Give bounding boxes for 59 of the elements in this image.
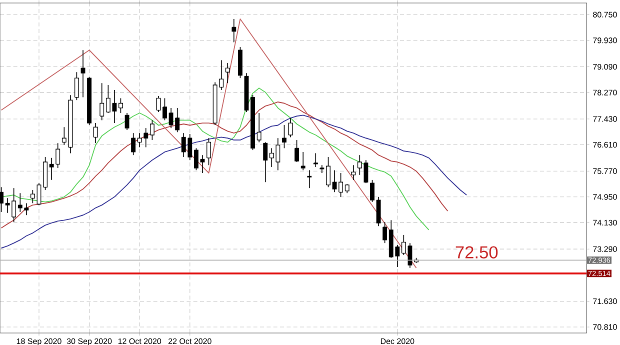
candlestick xyxy=(225,62,230,84)
y-tick-label: 74.950 xyxy=(593,194,617,200)
x-tick-label: 22 Oct 2020 xyxy=(168,338,212,344)
candlestick xyxy=(56,142,60,168)
candlestick xyxy=(74,72,79,101)
candlestick xyxy=(49,158,54,180)
candlestick xyxy=(300,152,306,171)
candlestick xyxy=(263,142,268,183)
candlestick xyxy=(357,154,362,176)
candlestick xyxy=(256,112,262,143)
candlestick xyxy=(200,154,205,174)
y-tick-label: 79.090 xyxy=(593,64,617,70)
candlestick xyxy=(118,98,123,114)
candlestick xyxy=(294,140,300,162)
candlestick xyxy=(0,186,4,212)
y-tick-label: 78.270 xyxy=(593,90,617,96)
y-tick-label: 74.130 xyxy=(593,220,617,226)
line-series xyxy=(0,18,417,268)
candlestick xyxy=(80,50,86,98)
candlestick xyxy=(376,196,381,227)
y-tick-label: 71.630 xyxy=(593,298,617,304)
candlestick xyxy=(156,96,161,112)
candlestick xyxy=(150,120,154,140)
candlestick xyxy=(401,234,406,256)
candlestick xyxy=(338,172,344,198)
y-tick-label: 80.750 xyxy=(593,12,617,18)
annotation: 72.50 xyxy=(456,246,498,258)
candlestick xyxy=(282,124,286,149)
candlestick xyxy=(24,202,29,216)
candlestick xyxy=(326,156,330,188)
y-tick-label: 77.430 xyxy=(593,116,617,122)
candlestick xyxy=(124,112,130,130)
candlestick xyxy=(320,164,324,174)
candlestick xyxy=(232,18,236,43)
candlestick xyxy=(332,170,337,193)
candlestick xyxy=(100,82,104,121)
candlestick xyxy=(364,160,368,184)
candlestick xyxy=(162,98,167,121)
candlestick xyxy=(313,152,318,168)
candlestick xyxy=(344,184,350,194)
candlestick xyxy=(36,182,42,206)
candlestick xyxy=(18,192,22,212)
y-tick-label: 76.610 xyxy=(593,142,617,148)
candlestick xyxy=(206,138,211,166)
y-tick-label: 75.770 xyxy=(593,168,617,174)
x-tick-label: 12 Oct 2020 xyxy=(118,338,162,344)
y-tick-label: 73.290 xyxy=(593,246,617,252)
y-tick-label: 79.930 xyxy=(593,38,617,44)
candlestick xyxy=(351,164,356,180)
candlestick xyxy=(307,170,312,189)
candlestick xyxy=(30,190,35,204)
candlestick xyxy=(382,222,388,244)
candlestick xyxy=(370,180,374,202)
candlestick xyxy=(93,122,98,144)
y-tick-label: 70.810 xyxy=(593,324,617,330)
candlestick xyxy=(288,118,293,138)
candlestick xyxy=(194,148,198,171)
x-tick-label: Dec 2020 xyxy=(380,338,414,344)
candlestick xyxy=(131,132,136,156)
